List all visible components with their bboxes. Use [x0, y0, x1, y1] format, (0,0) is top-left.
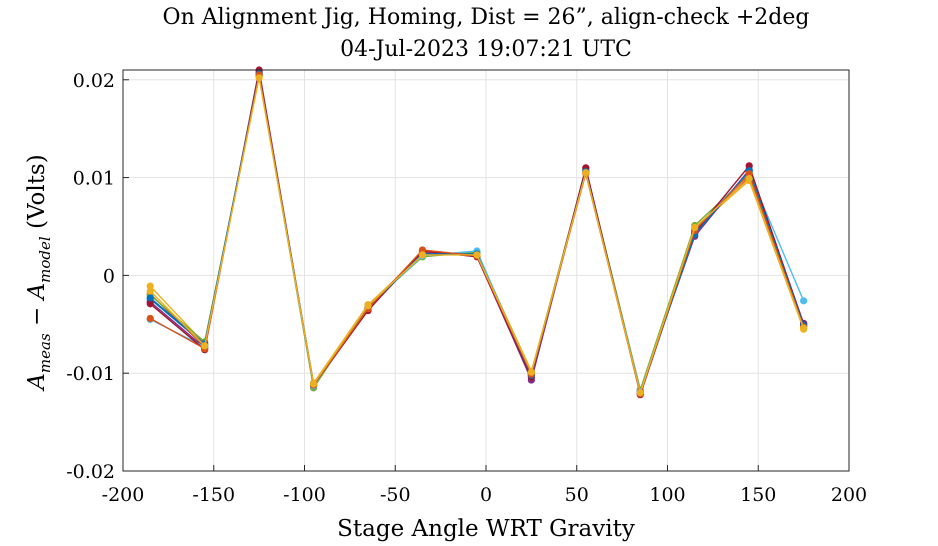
x-tick-label: -50 [380, 484, 411, 506]
data-point [146, 287, 154, 295]
series-6 [146, 70, 808, 396]
data-point [146, 294, 154, 302]
data-point [418, 251, 427, 259]
data-point [309, 380, 318, 388]
series-line [149, 73, 805, 393]
series-group [146, 66, 808, 399]
x-tick-label: 200 [831, 484, 867, 506]
data-point [146, 300, 154, 308]
data-point [364, 302, 372, 310]
y-tick-label: 0.02 [73, 70, 115, 92]
y-axis-label: Ameas − Amodel (Volts) [24, 154, 54, 391]
y-axis-label-minus: − A [24, 283, 50, 334]
x-tick-label: -150 [192, 484, 235, 506]
series-line [149, 72, 805, 395]
series-line [149, 71, 805, 392]
series-9 [146, 71, 808, 398]
x-tick-label: 100 [649, 484, 685, 506]
y-axis-label-units: (Volts) [24, 154, 50, 236]
x-tick-label: -200 [102, 484, 145, 506]
data-point [800, 324, 808, 332]
y-tick-label: -0.02 [66, 461, 115, 483]
data-point [473, 251, 481, 259]
data-point [146, 314, 154, 323]
data-point [255, 74, 263, 82]
data-point [745, 174, 753, 183]
series-10 [146, 74, 808, 397]
y-tick-label: 0 [103, 265, 115, 287]
series-5 [146, 72, 808, 394]
y-axis-label-main: A [24, 373, 50, 392]
x-tick-label: 150 [740, 484, 776, 506]
y-tick-label: 0.01 [73, 168, 115, 190]
series-4 [146, 68, 808, 395]
data-point [201, 342, 209, 350]
series-8 [146, 70, 808, 397]
series-line [149, 69, 805, 396]
chart-title: On Alignment Jig, Homing, Dist = 26”, al… [163, 5, 810, 30]
x-tick-label: 0 [480, 484, 492, 506]
data-point [527, 368, 535, 376]
series-7 [146, 66, 808, 399]
series-line [149, 73, 805, 394]
series-2 [146, 69, 808, 398]
data-point [582, 169, 590, 177]
series-1 [146, 71, 808, 396]
x-tick-label: 50 [565, 484, 589, 506]
x-tick-label: -100 [283, 484, 326, 506]
data-point [691, 223, 699, 232]
y-axis-label-sub-meas: meas [36, 333, 54, 373]
x-axis-label: Stage Angle WRT Gravity [337, 516, 635, 542]
axis-ticks: -200 -150 -100 -50 0 50 100 150 200 -0.02 -0.01 0 0.… [66, 70, 867, 506]
data-point [800, 297, 808, 305]
y-tick-label: -0.01 [66, 363, 115, 385]
data-point [636, 389, 644, 397]
chart-subtitle: 04-Jul-2023 19:07:21 UTC [340, 37, 632, 62]
series-3 [146, 73, 808, 397]
y-axis-label-sub-model: model [36, 236, 54, 283]
